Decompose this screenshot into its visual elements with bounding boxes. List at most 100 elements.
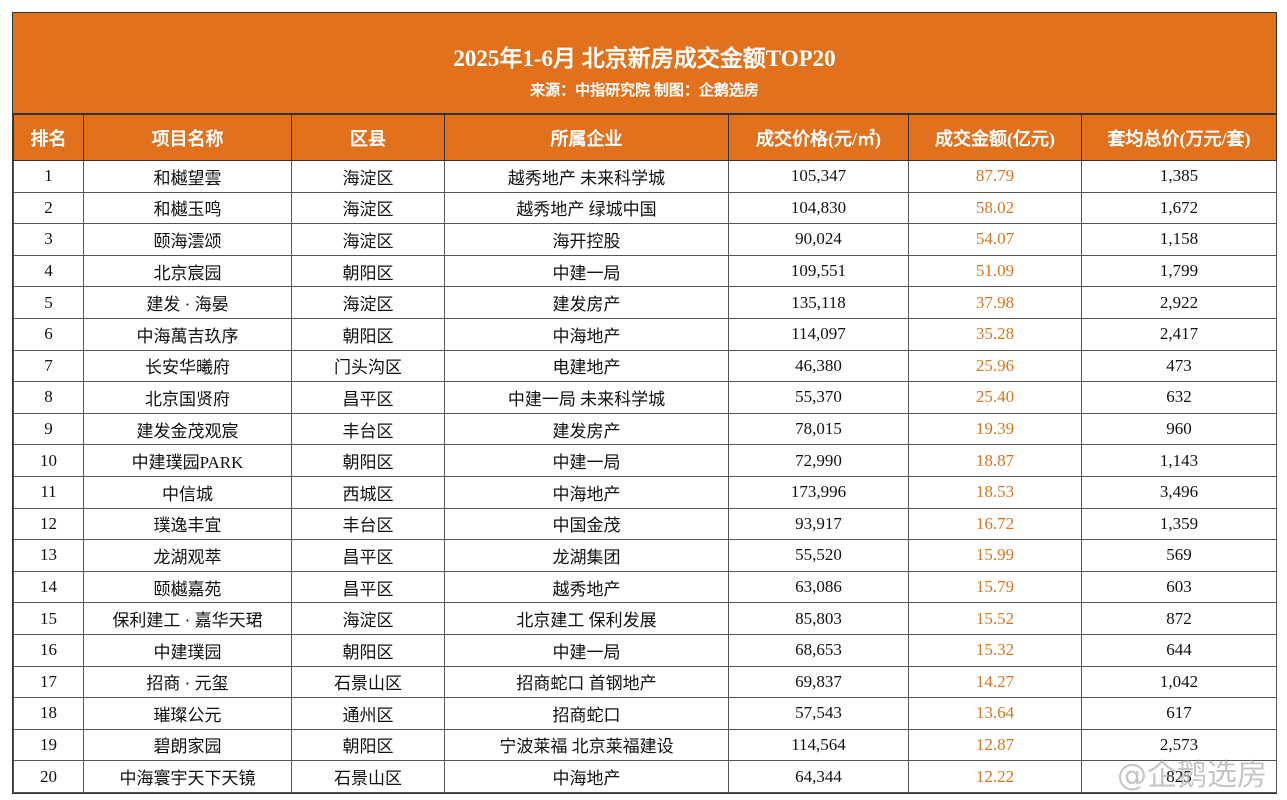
cell: 海淀区: [291, 223, 445, 256]
table-row: 16 中建璞园 朝阳区 中建一局 68,653 15.32 644: [13, 633, 1277, 667]
cell: 135,118: [728, 286, 909, 319]
cell: 14: [13, 570, 84, 604]
cell: 颐樾嘉苑: [83, 570, 292, 604]
cell: 1,042: [1081, 665, 1277, 699]
cell: 105,347: [728, 160, 909, 193]
cell: 90,024: [728, 223, 909, 256]
cell: 保利建工 · 嘉华天珺: [83, 602, 292, 635]
cell: 25.96: [908, 349, 1082, 383]
cell: 72,990: [728, 444, 909, 477]
cell: 18.87: [908, 444, 1082, 477]
cell: 78,015: [728, 412, 909, 446]
cell: 104,830: [728, 191, 909, 225]
cell: 中建璞园PARK: [83, 444, 292, 477]
cell: 58.02: [908, 191, 1082, 225]
cell: 825: [1081, 760, 1277, 793]
cell: 35.28: [908, 317, 1082, 351]
table-row: 14 颐樾嘉苑 昌平区 越秀地产 63,086 15.79 603: [13, 570, 1277, 604]
cell: 海淀区: [291, 286, 445, 319]
cell: 20: [13, 760, 84, 793]
table-body: 1 和樾望雲 海淀区 越秀地产 未来科学城 105,347 87.79 1,385 2 和樾玉鸣…: [13, 160, 1277, 793]
header: 2025年1-6月 北京新房成交金额TOP20 来源：中指研究院 制图：企鹅选房: [13, 13, 1276, 114]
subtitle: 来源：中指研究院 制图：企鹅选房: [530, 83, 759, 99]
cell: 93,917: [728, 507, 909, 541]
cell: 57,543: [728, 697, 909, 730]
cell: 中建一局: [444, 254, 729, 288]
cell: 68,653: [728, 633, 909, 667]
cell: 114,097: [728, 317, 909, 351]
cell: 中建一局 未来科学城: [444, 381, 729, 414]
cell: 石景山区: [291, 760, 445, 793]
cell: 门头沟区: [291, 349, 445, 383]
cell: 13: [13, 539, 84, 572]
cell: 5: [13, 286, 84, 319]
cell: 11: [13, 475, 84, 509]
cell: 建发房产: [444, 412, 729, 446]
table-row: 2 和樾玉鸣 海淀区 越秀地产 绿城中国 104,830 58.02 1,672: [13, 191, 1277, 225]
cell: 109,551: [728, 254, 909, 288]
cell: 15.32: [908, 633, 1082, 667]
cell: 中海地产: [444, 317, 729, 351]
cell: 颐海澐颂: [83, 223, 292, 256]
cell: 中建一局: [444, 444, 729, 477]
cell: 中建璞园: [83, 633, 292, 667]
cell: 12: [13, 507, 84, 541]
cell: 中海萬吉玖序: [83, 317, 292, 351]
cell: 55,520: [728, 539, 909, 572]
cell: 64,344: [728, 760, 909, 793]
header-row: 排名 项目名称 区县 所属企业 成交价格(元/㎡) 成交金额(亿元) 套均总价(万元/套): [13, 114, 1277, 161]
cell: 12.22: [908, 760, 1082, 793]
table-row: 17 招商 · 元玺 石景山区 招商蛇口 首钢地产 69,837 14.27 1,042: [13, 665, 1277, 699]
cell: 宁波莱福 北京莱福建设: [444, 728, 729, 762]
cell: 中信城: [83, 475, 292, 509]
cell: 37.98: [908, 286, 1082, 319]
cell: 1,672: [1081, 191, 1277, 225]
table-row: 7 长安华曦府 门头沟区 电建地产 46,380 25.96 473: [13, 349, 1277, 383]
cell: 碧朗家园: [83, 728, 292, 762]
cell: 朝阳区: [291, 633, 445, 667]
cell: 569: [1081, 539, 1277, 572]
cell: 16: [13, 633, 84, 667]
cell: 46,380: [728, 349, 909, 383]
cell: 昌平区: [291, 539, 445, 572]
cell: 18.53: [908, 475, 1082, 509]
table-card: 2025年1-6月 北京新房成交金额TOP20 来源：中指研究院 制图：企鹅选房…: [12, 12, 1277, 794]
cell: 15.52: [908, 602, 1082, 635]
cell: 3,496: [1081, 475, 1277, 509]
table-row: 3 颐海澐颂 海淀区 海开控股 90,024 54.07 1,158: [13, 223, 1277, 256]
cell: 和樾望雲: [83, 160, 292, 193]
column-header: 排名: [13, 114, 84, 161]
cell: 12.87: [908, 728, 1082, 762]
table-row: 15 保利建工 · 嘉华天珺 海淀区 北京建工 保利发展 85,803 15.52 872: [13, 602, 1277, 635]
cell: 和樾玉鸣: [83, 191, 292, 225]
cell: 10: [13, 444, 84, 477]
table-row: 13 龙湖观萃 昌平区 龙湖集团 55,520 15.99 569: [13, 539, 1277, 572]
cell: 中海地产: [444, 760, 729, 793]
cell: 19.39: [908, 412, 1082, 446]
cell: 丰台区: [291, 412, 445, 446]
cell: 海淀区: [291, 160, 445, 193]
cell: 龙湖集团: [444, 539, 729, 572]
cell: 15.99: [908, 539, 1082, 572]
cell: 54.07: [908, 223, 1082, 256]
cell: 中海寰宇天下天镜: [83, 760, 292, 793]
cell: 朝阳区: [291, 444, 445, 477]
cell: 1,385: [1081, 160, 1277, 193]
cell: 招商 · 元玺: [83, 665, 292, 699]
cell: 璞逸丰宜: [83, 507, 292, 541]
cell: 中海地产: [444, 475, 729, 509]
cell: 2,922: [1081, 286, 1277, 319]
cell: 1,799: [1081, 254, 1277, 288]
cell: 63,086: [728, 570, 909, 604]
cell: 海淀区: [291, 602, 445, 635]
cell: 1: [13, 160, 84, 193]
cell: 69,837: [728, 665, 909, 699]
column-header: 成交价格(元/㎡): [728, 114, 909, 161]
column-header: 项目名称: [83, 114, 292, 161]
cell: 4: [13, 254, 84, 288]
table-row: 10 中建璞园PARK 朝阳区 中建一局 72,990 18.87 1,143: [13, 444, 1277, 477]
cell: 昌平区: [291, 570, 445, 604]
cell: 电建地产: [444, 349, 729, 383]
cell: 昌平区: [291, 381, 445, 414]
cell: 13.64: [908, 697, 1082, 730]
